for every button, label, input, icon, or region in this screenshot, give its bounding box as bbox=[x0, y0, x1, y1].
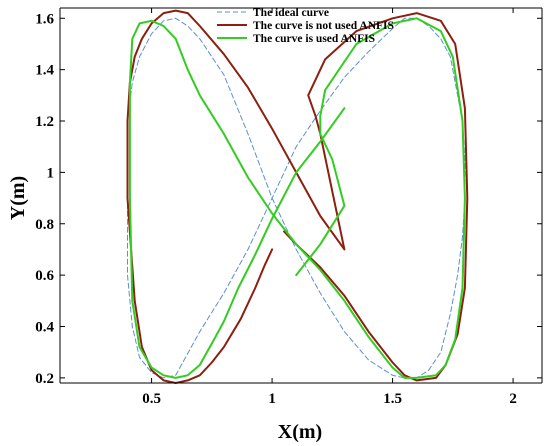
series-layer bbox=[126, 9, 469, 384]
x-tick-label: 1 bbox=[268, 391, 276, 407]
y-tick-label: 1.4 bbox=[35, 63, 54, 79]
y-tick-label: 1 bbox=[47, 165, 55, 181]
y-tick-label: 0.2 bbox=[35, 371, 54, 387]
y-tick-label: 1.2 bbox=[35, 114, 54, 130]
series-line-3 bbox=[128, 17, 466, 379]
y-tick-label: 0.6 bbox=[35, 268, 54, 284]
y-axis-title: Y(m) bbox=[7, 176, 29, 220]
x-tick-label: 0.5 bbox=[142, 391, 161, 407]
plot-area bbox=[60, 8, 542, 383]
axes-layer bbox=[59, 7, 543, 384]
x-axis-title: X(m) bbox=[278, 421, 322, 443]
legend-label-1: The ideal curve bbox=[253, 7, 329, 19]
y-tick-label: 1.6 bbox=[35, 11, 54, 27]
series-line-1 bbox=[127, 17, 466, 379]
ticks-layer: 0.5 1 1.5 2 0.2 0.4 0.6 0.8 1 1.2 1.4 1.6 bbox=[35, 8, 542, 407]
y-tick-label: 0.8 bbox=[35, 217, 54, 233]
x-tick-label: 2 bbox=[509, 391, 517, 407]
y-tick-label: 0.4 bbox=[35, 319, 54, 335]
x-tick-label: 1.5 bbox=[383, 391, 402, 407]
legend-label-2: The curve is not used ANFIS bbox=[253, 20, 394, 32]
legend-label-3: The curve is used ANFIS bbox=[253, 33, 375, 45]
